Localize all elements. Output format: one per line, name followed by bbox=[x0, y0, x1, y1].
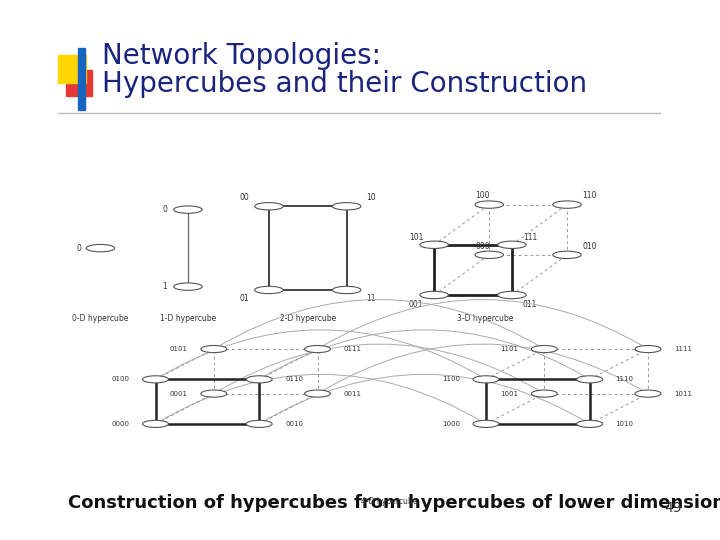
Circle shape bbox=[255, 202, 283, 210]
Circle shape bbox=[201, 390, 227, 397]
Circle shape bbox=[577, 420, 603, 428]
Text: 4-D hypercube: 4-D hypercube bbox=[361, 497, 417, 506]
Text: 10: 10 bbox=[366, 193, 376, 202]
Circle shape bbox=[174, 283, 202, 291]
Text: 1110: 1110 bbox=[616, 376, 634, 382]
Circle shape bbox=[246, 376, 272, 383]
Text: 0000: 0000 bbox=[112, 421, 130, 427]
Text: Network Topologies:: Network Topologies: bbox=[102, 42, 381, 70]
Text: 0111: 0111 bbox=[343, 346, 361, 352]
Circle shape bbox=[531, 346, 557, 353]
Text: 1111: 1111 bbox=[674, 346, 692, 352]
Text: 2-D hypercube: 2-D hypercube bbox=[279, 314, 336, 323]
Text: 0011: 0011 bbox=[343, 390, 361, 396]
Circle shape bbox=[333, 202, 361, 210]
Text: 01: 01 bbox=[240, 294, 250, 303]
Text: 110: 110 bbox=[582, 191, 597, 200]
Text: 001: 001 bbox=[409, 300, 423, 309]
Text: 100: 100 bbox=[475, 191, 490, 200]
Circle shape bbox=[86, 245, 114, 252]
Text: 011: 011 bbox=[523, 300, 537, 309]
Text: 0010: 0010 bbox=[285, 421, 303, 427]
Circle shape bbox=[553, 201, 581, 208]
Circle shape bbox=[255, 286, 283, 294]
Text: 1000: 1000 bbox=[442, 421, 460, 427]
Circle shape bbox=[577, 376, 603, 383]
Circle shape bbox=[174, 206, 202, 213]
Text: 1: 1 bbox=[163, 282, 167, 291]
Circle shape bbox=[473, 420, 499, 428]
Circle shape bbox=[475, 251, 503, 259]
Text: 101: 101 bbox=[409, 233, 423, 242]
Circle shape bbox=[473, 376, 499, 383]
Text: 111: 111 bbox=[523, 233, 537, 242]
Circle shape bbox=[475, 201, 503, 208]
Text: 1010: 1010 bbox=[616, 421, 634, 427]
Text: 0110: 0110 bbox=[285, 376, 303, 382]
Circle shape bbox=[201, 346, 227, 353]
Circle shape bbox=[333, 286, 361, 294]
Text: 0: 0 bbox=[162, 205, 167, 214]
Circle shape bbox=[498, 291, 526, 299]
Text: Construction of hypercubes from hypercubes of lower dimension.: Construction of hypercubes from hypercub… bbox=[68, 494, 720, 512]
Bar bbox=[58, 55, 86, 83]
Text: 0101: 0101 bbox=[170, 346, 188, 352]
Text: 0-D hypercube: 0-D hypercube bbox=[72, 314, 129, 323]
Circle shape bbox=[143, 420, 168, 428]
Text: 1001: 1001 bbox=[500, 390, 518, 396]
Text: 010: 010 bbox=[582, 241, 597, 251]
Text: Hypercubes and their Construction: Hypercubes and their Construction bbox=[102, 70, 587, 98]
Text: 0100: 0100 bbox=[112, 376, 130, 382]
Text: 1101: 1101 bbox=[500, 346, 518, 352]
Circle shape bbox=[635, 346, 661, 353]
Bar bbox=[66, 70, 92, 96]
Text: 3-D hypercube: 3-D hypercube bbox=[456, 314, 513, 323]
Text: 49: 49 bbox=[664, 501, 682, 515]
Text: 00: 00 bbox=[240, 193, 250, 202]
Text: 0: 0 bbox=[76, 244, 81, 253]
Bar bbox=[78, 48, 85, 110]
Circle shape bbox=[498, 241, 526, 248]
Text: 0001: 0001 bbox=[170, 390, 188, 396]
Circle shape bbox=[143, 376, 168, 383]
Text: 000: 000 bbox=[475, 241, 490, 251]
Circle shape bbox=[420, 241, 449, 248]
Circle shape bbox=[305, 390, 330, 397]
Circle shape bbox=[420, 291, 449, 299]
Circle shape bbox=[553, 251, 581, 259]
Text: 1100: 1100 bbox=[442, 376, 460, 382]
Text: 1011: 1011 bbox=[674, 390, 692, 396]
Circle shape bbox=[246, 420, 272, 428]
Text: 11: 11 bbox=[366, 294, 376, 303]
Text: 1-D hypercube: 1-D hypercube bbox=[160, 314, 216, 323]
Circle shape bbox=[635, 390, 661, 397]
Circle shape bbox=[531, 390, 557, 397]
Circle shape bbox=[305, 346, 330, 353]
